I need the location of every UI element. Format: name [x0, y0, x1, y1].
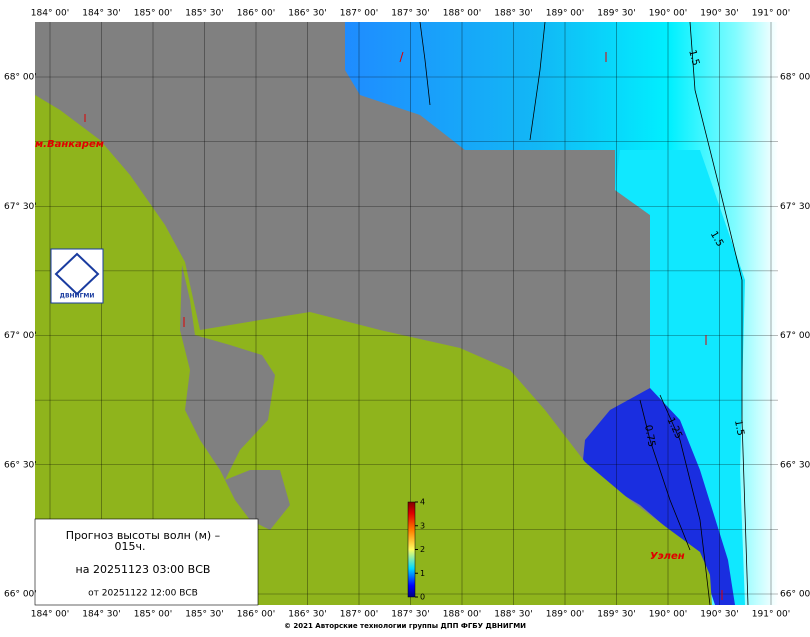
- lon-label: 191° 00': [752, 610, 790, 620]
- colorbar-label: 4: [420, 498, 425, 507]
- footer: © 2021 Авторские технологии группы ДПП Ф…: [284, 622, 526, 630]
- lon-label: 187° 30': [391, 9, 429, 19]
- lon-label: 189° 00': [546, 9, 584, 19]
- lon-label: 185° 30': [185, 9, 223, 19]
- legend-box: [34, 518, 259, 606]
- lat-label: 68° 00': [4, 73, 37, 83]
- lat-label: 67° 30': [4, 202, 37, 212]
- lon-label: 189° 30': [597, 9, 635, 19]
- contour: [639, 399, 691, 551]
- lat-label: 66° 30': [780, 460, 810, 470]
- lon-label: 190° 30': [700, 9, 738, 19]
- arrows: [84, 51, 723, 600]
- lon-label: 184° 00': [31, 610, 69, 620]
- lon-label: 186° 00': [237, 9, 275, 19]
- lon-label: 187° 00': [340, 610, 378, 620]
- lon-label: 186° 00': [237, 610, 275, 620]
- lon-label: 186° 30': [288, 9, 326, 19]
- logo-text: ДВНИГМИ: [60, 293, 95, 300]
- lon-label: 188° 00': [443, 610, 481, 620]
- lat-label: 67° 00': [780, 331, 810, 341]
- colorbar-label: 3: [420, 521, 425, 530]
- legend-valid: на 20251123 03:00 ВСВ: [76, 563, 211, 576]
- contour-label: 0.75: [642, 424, 657, 448]
- lon-label: 189° 30': [597, 610, 635, 620]
- contour-label: 1.5: [686, 49, 701, 67]
- contour: [689, 21, 749, 606]
- contour: [529, 21, 546, 141]
- lon-label: 188° 30': [494, 610, 532, 620]
- contour: [419, 21, 431, 106]
- colorbar-label: 1: [420, 569, 425, 578]
- lon-label: 190° 30': [700, 610, 738, 620]
- lagoon: [180, 265, 290, 530]
- lon-label: 186° 30': [288, 610, 326, 620]
- lon-label: 188° 00': [443, 9, 481, 19]
- wave-field: [615, 150, 745, 605]
- lon-label: 187° 00': [340, 9, 378, 19]
- lon-label: 189° 00': [546, 610, 584, 620]
- lat-label: 66° 30': [4, 460, 37, 470]
- lon-label: 185° 00': [134, 9, 172, 19]
- lon-label: 191° 00': [752, 9, 790, 19]
- lon-label: 190° 00': [649, 610, 687, 620]
- lon-label: 187° 30': [391, 610, 429, 620]
- lon-label: 185° 00': [134, 610, 172, 620]
- legend-title: Прогноз высоты волн (м) –: [66, 529, 220, 542]
- legend-issued: от 20251122 12:00 ВСВ: [88, 589, 198, 599]
- lat-label: 68° 00': [780, 73, 810, 83]
- lon-label: 188° 30': [494, 9, 532, 19]
- lon-label: 184° 30': [82, 610, 120, 620]
- contour-label: 1.5: [732, 419, 746, 437]
- lon-label: 190° 00': [649, 9, 687, 19]
- colorbar-label: 0: [420, 593, 425, 602]
- contour: [659, 394, 711, 606]
- colorbar: [407, 501, 416, 598]
- lon-label: 185° 30': [185, 610, 223, 620]
- lat-label: 66° 00': [4, 590, 37, 600]
- lat-label: 67° 00': [4, 331, 37, 341]
- lon-label: 184° 30': [82, 9, 120, 19]
- lon-label: 184° 00': [31, 9, 69, 19]
- lat-label: 67° 30': [780, 202, 810, 212]
- lat-label: 66° 00': [780, 590, 810, 600]
- legend-lead: 015ч.: [115, 540, 146, 553]
- logo-mark: [54, 252, 100, 296]
- colorbar-label: 2: [420, 545, 425, 554]
- place-label: м.Ванкарем: [35, 139, 104, 150]
- place-label: Уэлен: [650, 551, 685, 562]
